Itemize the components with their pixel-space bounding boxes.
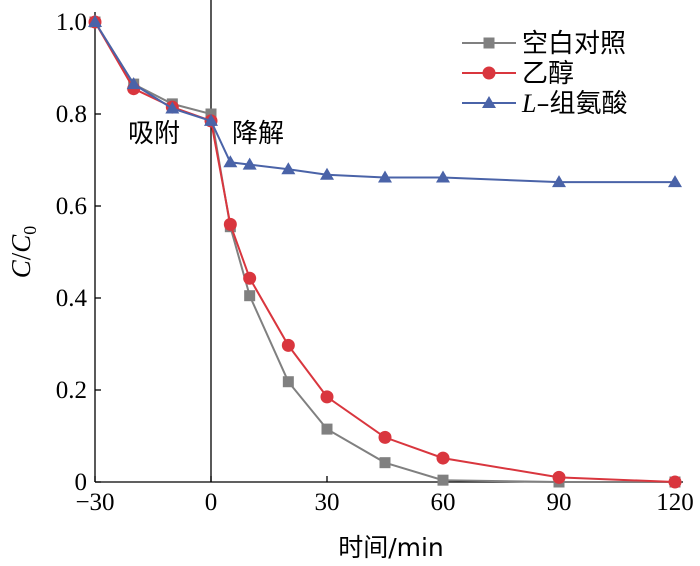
series-line [94,21,675,483]
data-point-square [437,474,449,486]
x-tick-label: 60 [431,489,456,516]
data-point-square [244,290,256,302]
data-point-circle [243,271,257,285]
x-tick-label: 90 [547,489,572,516]
y-tick-label: 0.4 [56,285,88,312]
data-point-triangle [378,170,392,183]
y-tick-label: 0.8 [56,101,87,128]
y-axis-title-sub: 0 [20,226,40,235]
series-1 [88,15,682,489]
data-point-triangle [88,15,102,27]
data-point-triangle [320,167,334,180]
x-tick-label: −30 [75,489,114,516]
legend-marker-square [483,37,495,49]
legend-marker-circle [482,66,496,80]
data-point-circle [436,451,450,465]
data-point-circle [378,430,392,444]
x-tick-label: 120 [656,489,694,516]
legend-marker-triangle [482,96,496,108]
y-axis-title: C/C0 [6,226,40,279]
series-0 [89,16,681,488]
series-2 [88,15,682,188]
svg-text:C/C0: C/C0 [6,226,40,279]
legend-label-histidine: L–组氨酸 [521,89,627,119]
data-point-circle [281,338,295,352]
x-axis-title: 时间/min [338,533,444,562]
annotation-adsorption: 吸附 [128,119,180,149]
data-point-circle [552,470,566,484]
data-point-square [379,457,391,469]
data-point-square [282,376,294,388]
legend-label-ethanol: 乙醇 [522,59,574,89]
data-point-triangle [204,113,218,126]
data-point-triangle [668,175,682,188]
legend-label-blank: 空白对照 [522,29,626,59]
data-point-circle [320,390,334,404]
data-point-triangle [165,101,180,114]
legend-item-blank: 空白对照 [462,29,626,59]
legend-label-histidine-rest: –组氨酸 [536,89,627,119]
data-point-triangle [281,162,296,175]
legend-item-histidine: L–组氨酸 [462,89,627,119]
y-tick-label: 0 [75,469,88,496]
x-tick-label: 0 [205,489,218,516]
series-line [94,21,675,184]
y-axis-title-sep: / [6,252,36,260]
legend-label-histidine-italic: L [521,89,536,118]
data-point-triangle [223,155,238,168]
y-axis-title-var: C [6,234,36,253]
data-point-triangle [552,175,566,188]
y-tick-label: 0.2 [56,377,87,404]
legend-item-ethanol: 乙醇 [462,59,574,89]
y-tick-label: 1.0 [56,9,87,36]
data-point-circle [223,217,237,231]
series-layer [88,15,682,489]
data-point-square [321,423,333,435]
data-point-triangle [242,157,257,170]
legend: 空白对照 乙醇 L–组氨酸 [462,29,627,119]
x-tick-label: 30 [315,489,340,516]
y-tick-label: 0.6 [56,193,87,220]
y-axis-title-main: C [6,259,36,278]
data-point-circle [668,475,682,489]
data-point-triangle [436,170,450,183]
annotation-degradation: 降解 [232,119,284,149]
data-point-triangle [126,77,141,90]
